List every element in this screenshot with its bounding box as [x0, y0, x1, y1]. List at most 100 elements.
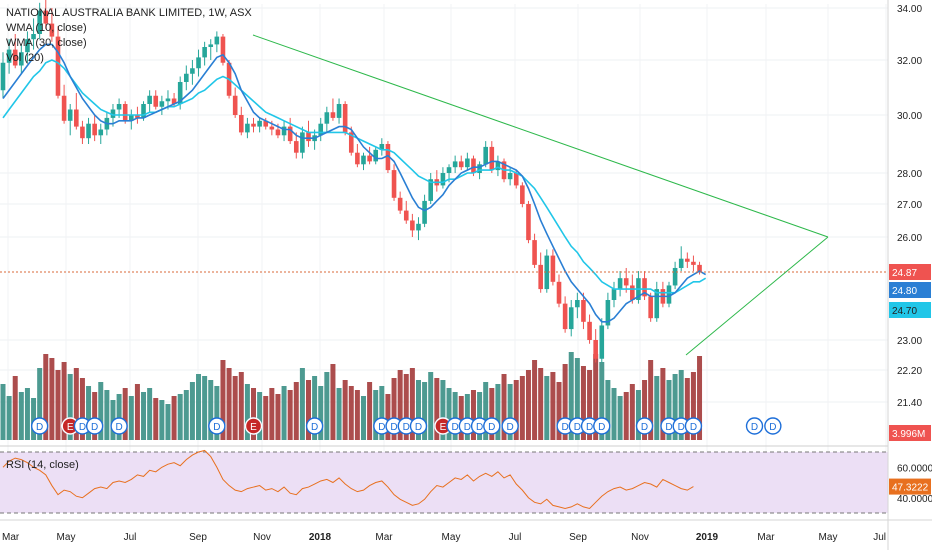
candle-body [330, 112, 336, 118]
volume-bar [18, 392, 24, 440]
time-tick-label: Sep [569, 532, 587, 543]
candle-body [678, 258, 684, 268]
volume-bar [617, 396, 623, 440]
candle-body [147, 95, 152, 104]
candle-body [37, 10, 42, 34]
volume-bar [263, 396, 269, 440]
wma-short-value-label-tag [889, 282, 931, 298]
volume-bar [367, 382, 373, 440]
candle-body [159, 101, 165, 107]
candle-body [281, 126, 287, 136]
marker-letter: D [36, 422, 43, 433]
candle-body [306, 132, 311, 142]
volume-bar [24, 388, 30, 440]
candle-body [275, 129, 281, 136]
volume-bar [244, 384, 250, 440]
trendlines[interactable] [252, 34, 829, 356]
candle-body [19, 52, 24, 66]
marker-letter: D [464, 422, 471, 433]
candle-body [287, 126, 293, 142]
volume-bar [159, 400, 165, 440]
candle-body [495, 161, 501, 171]
candlesticks[interactable] [0, 0, 702, 363]
candle-body [391, 170, 397, 198]
dividend-marker [593, 417, 611, 435]
volume-bar [605, 380, 611, 440]
volume-bar [587, 370, 593, 440]
candle-body [672, 267, 678, 286]
wma-short-value-label: 24.80 [892, 286, 917, 297]
volume-bar [446, 388, 452, 440]
price-tick-label: 23.00 [897, 336, 922, 347]
wma-long-value-label: 24.70 [892, 306, 917, 317]
candle-body [355, 152, 360, 165]
candle-body [397, 197, 403, 211]
rsi-label[interactable]: RSI (14, close) [6, 459, 79, 471]
time-tick-label: May [819, 532, 838, 543]
candle-body [605, 300, 611, 326]
volume-bar [49, 358, 55, 440]
dividend-marker [684, 417, 703, 435]
volume-bar [354, 390, 360, 440]
volume-bar [257, 392, 263, 440]
time-tick-label: Jul [509, 532, 522, 543]
candle-body [190, 68, 195, 74]
volume-bar [409, 368, 415, 440]
candle-body [171, 98, 177, 104]
volume-bar [141, 392, 147, 440]
candle-body [544, 255, 550, 290]
time-tick-label: Mar [757, 532, 775, 543]
candle-body [556, 281, 562, 304]
candle-body [129, 115, 134, 121]
dividend-marker [409, 417, 428, 435]
time-axis: Mar May Jul Sep Nov 2018 Mar May Jul Sep Nov 2019 Ma… [0, 519, 932, 543]
candle-body [654, 289, 660, 319]
candle-body [135, 115, 140, 118]
candle-body [428, 179, 433, 201]
volume-bar [86, 386, 92, 440]
candle-body [477, 164, 482, 173]
rsi-tick-label: 40.0000 [897, 494, 932, 505]
candle-body [483, 146, 488, 165]
candle-body [184, 73, 189, 82]
candle-body [465, 158, 470, 168]
marker-letter: D [690, 422, 697, 433]
volume-bar [538, 368, 544, 440]
candle-body [43, 10, 49, 24]
volume-bar [580, 366, 586, 440]
time-tick-label: May [57, 532, 76, 543]
price-tick-label: 21.40 [897, 398, 922, 409]
volume-bar [403, 374, 409, 440]
price-tick-label: 32.00 [897, 56, 922, 67]
candle-body [214, 36, 220, 45]
volume-bar [299, 368, 305, 440]
candle-body [520, 185, 525, 204]
price-tick-label: 27.00 [897, 200, 922, 211]
volume-bar [251, 388, 257, 440]
volume-bar [483, 382, 489, 440]
earnings-marker-fill [244, 417, 263, 435]
candle-body [245, 123, 250, 133]
rsi-tick-label: 60.0000 [897, 463, 932, 474]
candle-body [526, 204, 531, 241]
time-tick-label: Nov [253, 532, 271, 543]
marker-letter: D [415, 422, 422, 433]
candle-body [593, 340, 598, 359]
candle-body [630, 285, 635, 300]
volume-bar [635, 390, 641, 440]
marker-letter: D [403, 422, 410, 433]
wma-lines [0, 43, 888, 323]
candle-body [538, 264, 543, 290]
candle-body [110, 109, 116, 118]
candle-body [220, 36, 226, 63]
rsi-value-tag [889, 478, 931, 495]
marker-letter: D [574, 422, 581, 433]
volume-bar [92, 392, 98, 440]
marker-letter: D [751, 422, 758, 433]
volume-bar [6, 396, 12, 440]
candle-body [666, 285, 672, 304]
candle-body [623, 278, 629, 286]
volume-bar [189, 382, 195, 440]
